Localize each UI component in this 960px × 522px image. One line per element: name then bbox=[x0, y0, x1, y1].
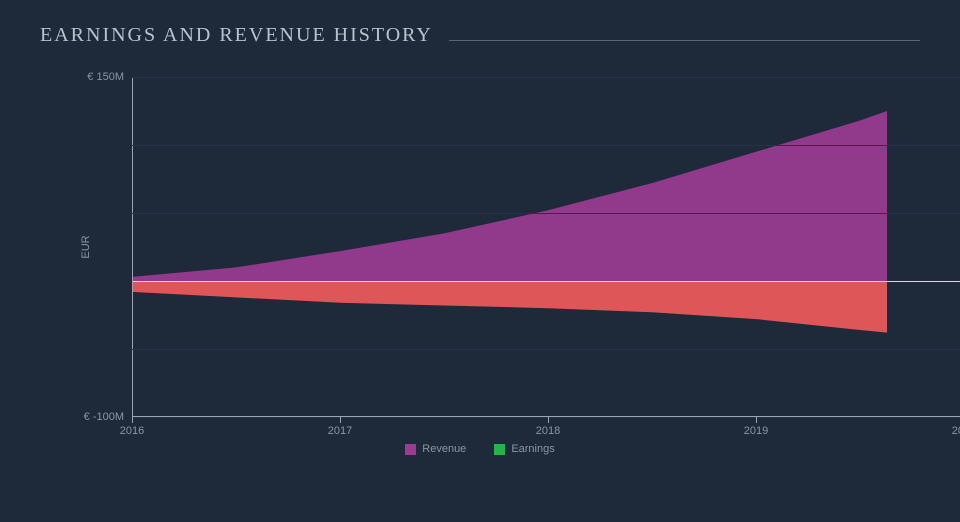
legend-item-earnings: Earnings bbox=[494, 443, 554, 455]
y-axis-line bbox=[132, 77, 133, 417]
title-underline bbox=[449, 40, 920, 41]
area-svg bbox=[132, 77, 960, 417]
x-tick-mark bbox=[756, 417, 757, 423]
x-tick-mark bbox=[132, 417, 133, 423]
area-earnings bbox=[132, 281, 887, 333]
chart-body: € 150M€ -100M20162017201820192020 EUR Re… bbox=[40, 63, 920, 463]
x-tick-label: 2017 bbox=[328, 425, 352, 437]
gridline bbox=[132, 349, 960, 350]
x-tick-label: 2019 bbox=[744, 425, 768, 437]
gridline bbox=[132, 145, 960, 146]
y-axis-label: EUR bbox=[80, 235, 92, 258]
legend-item-revenue: Revenue bbox=[405, 443, 466, 455]
gridline bbox=[132, 77, 960, 78]
x-tick-label: 2018 bbox=[536, 425, 560, 437]
plot-area: € 150M€ -100M20162017201820192020 bbox=[132, 77, 960, 417]
area-revenue bbox=[132, 111, 887, 281]
legend-swatch-revenue bbox=[405, 444, 416, 455]
x-tick-label: 2020 bbox=[952, 425, 960, 437]
legend-swatch-earnings bbox=[494, 444, 505, 455]
y-tick-label: € 150M bbox=[87, 71, 124, 83]
gridline bbox=[132, 213, 960, 214]
y-tick-label: € -100M bbox=[84, 411, 124, 423]
x-tick-label: 2016 bbox=[120, 425, 144, 437]
legend-label-earnings: Earnings bbox=[511, 443, 554, 455]
title-row: EARNINGS AND REVENUE HISTORY bbox=[40, 24, 920, 47]
gridline bbox=[132, 417, 960, 418]
x-tick-mark bbox=[548, 417, 549, 423]
chart-container: EARNINGS AND REVENUE HISTORY € 150M€ -10… bbox=[0, 0, 960, 522]
legend-label-revenue: Revenue bbox=[422, 443, 466, 455]
legend: Revenue Earnings bbox=[40, 443, 920, 455]
chart-title: EARNINGS AND REVENUE HISTORY bbox=[40, 24, 433, 47]
x-tick-mark bbox=[340, 417, 341, 423]
zero-line bbox=[132, 281, 960, 282]
